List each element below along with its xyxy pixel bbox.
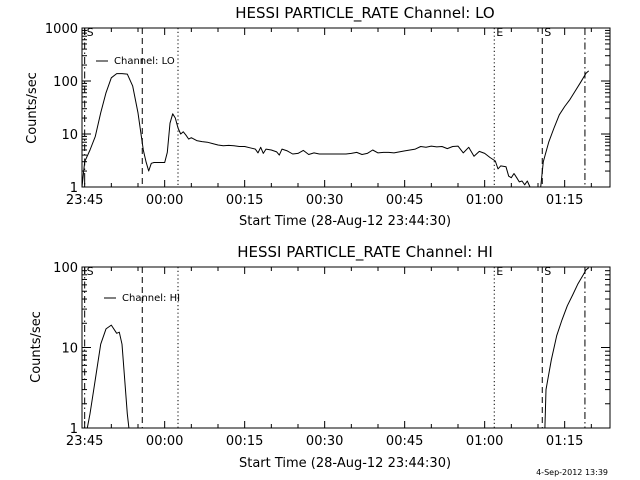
series-lines [81, 70, 590, 188]
plot-frame [81, 266, 611, 429]
x-tick-label: 00:00 [146, 434, 183, 449]
y-tick-label: 1 [70, 422, 78, 437]
x-tick-label: 01:00 [466, 193, 503, 208]
x-axis-label: Start Time (28-Aug-12 23:44:30) [239, 456, 451, 471]
x-tick-label: 00:15 [226, 193, 263, 208]
x-tick-label: 00:45 [386, 193, 423, 208]
time-marker-label: S [87, 265, 94, 278]
axis-ticks: 23:45 00:00 00:15 00:30 00:45 01:00 01:15 1 10 10… [53, 261, 610, 449]
y-tick-label: 1 [70, 181, 78, 196]
panel-lo-channel: HESSI PARTICLE_RATE Channel: LO Counts/s… [25, 4, 611, 229]
x-tick-label: 00:30 [306, 434, 343, 449]
y-tick-label: 10 [61, 342, 78, 357]
x-tick-label: 23:45 [66, 434, 103, 449]
x-tick-label: 00:15 [226, 434, 263, 449]
y-tick-label: 100 [53, 75, 78, 90]
series-line [81, 73, 531, 188]
chart-title: HESSI PARTICLE_RATE Channel: HI [237, 243, 493, 262]
time-marker-label: S [544, 26, 551, 39]
y-tick-label: 100 [53, 261, 78, 276]
series-line [86, 324, 130, 429]
series-line [540, 70, 590, 188]
x-tick-label: 23:45 [66, 193, 103, 208]
x-tick-label: 00:30 [306, 193, 343, 208]
x-tick-label: 01:00 [466, 434, 503, 449]
axis-ticks: 23:45 00:00 00:15 00:30 00:45 01:00 01:15 1 10 10… [45, 22, 610, 208]
time-marker-label: S [87, 26, 94, 39]
x-tick-label: 01:15 [546, 434, 583, 449]
chart-title: HESSI PARTICLE_RATE Channel: LO [235, 4, 494, 23]
time-marker-label: S [544, 265, 551, 278]
x-axis-label: Start Time (28-Aug-12 23:44:30) [239, 214, 451, 229]
legend-label: Channel: HI [122, 293, 180, 304]
plot-frame [81, 27, 611, 188]
time-marker-label: E [496, 26, 503, 39]
y-axis-label: Counts/sec [29, 311, 44, 383]
y-tick-label: 1000 [45, 22, 78, 37]
series-line [544, 267, 590, 429]
y-axis-label: Counts/sec [25, 72, 40, 144]
time-marker-label: E [496, 265, 503, 278]
panel-hi-channel: HESSI PARTICLE_RATE Channel: HI Counts/s… [29, 243, 611, 471]
series-lines [86, 267, 590, 429]
legend-label: Channel: LO [114, 56, 175, 67]
y-tick-label: 10 [61, 128, 78, 143]
x-tick-label: 00:00 [146, 193, 183, 208]
x-tick-label: 01:15 [546, 193, 583, 208]
generation-timestamp: 4-Sep-2012 13:39 [536, 468, 608, 477]
x-tick-label: 00:45 [386, 434, 423, 449]
